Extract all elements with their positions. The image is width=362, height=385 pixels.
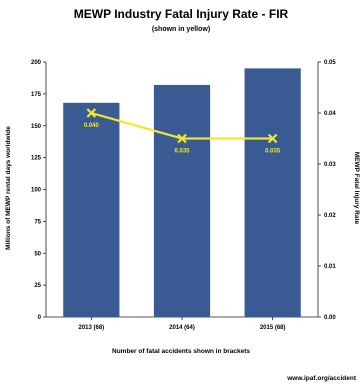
y-tick-label: 25 bbox=[34, 283, 41, 289]
fir-data-label: 0.040 bbox=[84, 123, 100, 129]
y2-tick-label: 0.05 bbox=[324, 60, 336, 66]
y2-axis-title: MEWP Fatal Injury Rate bbox=[353, 152, 360, 225]
x-tick-label: 2013 (68) bbox=[78, 325, 104, 331]
fir-point bbox=[86, 108, 97, 118]
y-axis-title: Millions of MEWP rental days worldwide bbox=[5, 126, 12, 250]
y2-tick-label: 0.00 bbox=[324, 315, 336, 321]
y-tick-label: 50 bbox=[34, 251, 41, 257]
bar bbox=[63, 102, 120, 317]
bar bbox=[153, 84, 211, 317]
x-tick-label: 2014 (64) bbox=[169, 325, 195, 331]
y-tick-label: 75 bbox=[34, 219, 41, 225]
y-tick-label: 125 bbox=[31, 156, 42, 162]
y-tick-label: 100 bbox=[31, 188, 42, 194]
chart-title: MEWP Industry Fatal Injury Rate - FIR bbox=[74, 7, 289, 21]
x-tick-label: 2015 (68) bbox=[260, 325, 286, 331]
y2-tick-label: 0.03 bbox=[324, 162, 336, 168]
y2-tick-label: 0.01 bbox=[324, 264, 336, 270]
x-axis-title: Number of fatal accidents shown in brack… bbox=[112, 348, 250, 355]
fir-point bbox=[267, 133, 278, 144]
fir-data-label: 0.035 bbox=[174, 149, 190, 155]
y-tick-label: 0 bbox=[38, 315, 42, 321]
y2-tick-label: 0.04 bbox=[324, 111, 336, 117]
y-tick-label: 175 bbox=[31, 92, 42, 98]
fir-data-label: 0.035 bbox=[265, 149, 281, 155]
source-url: www.ipaf.org/accident bbox=[286, 375, 357, 382]
bar bbox=[244, 68, 301, 317]
chart-subtitle: (shown in yellow) bbox=[152, 26, 210, 33]
y2-tick-label: 0.02 bbox=[324, 213, 336, 219]
fir-point bbox=[177, 133, 187, 144]
y-tick-label: 200 bbox=[31, 60, 42, 66]
y-tick-label: 150 bbox=[31, 124, 42, 130]
